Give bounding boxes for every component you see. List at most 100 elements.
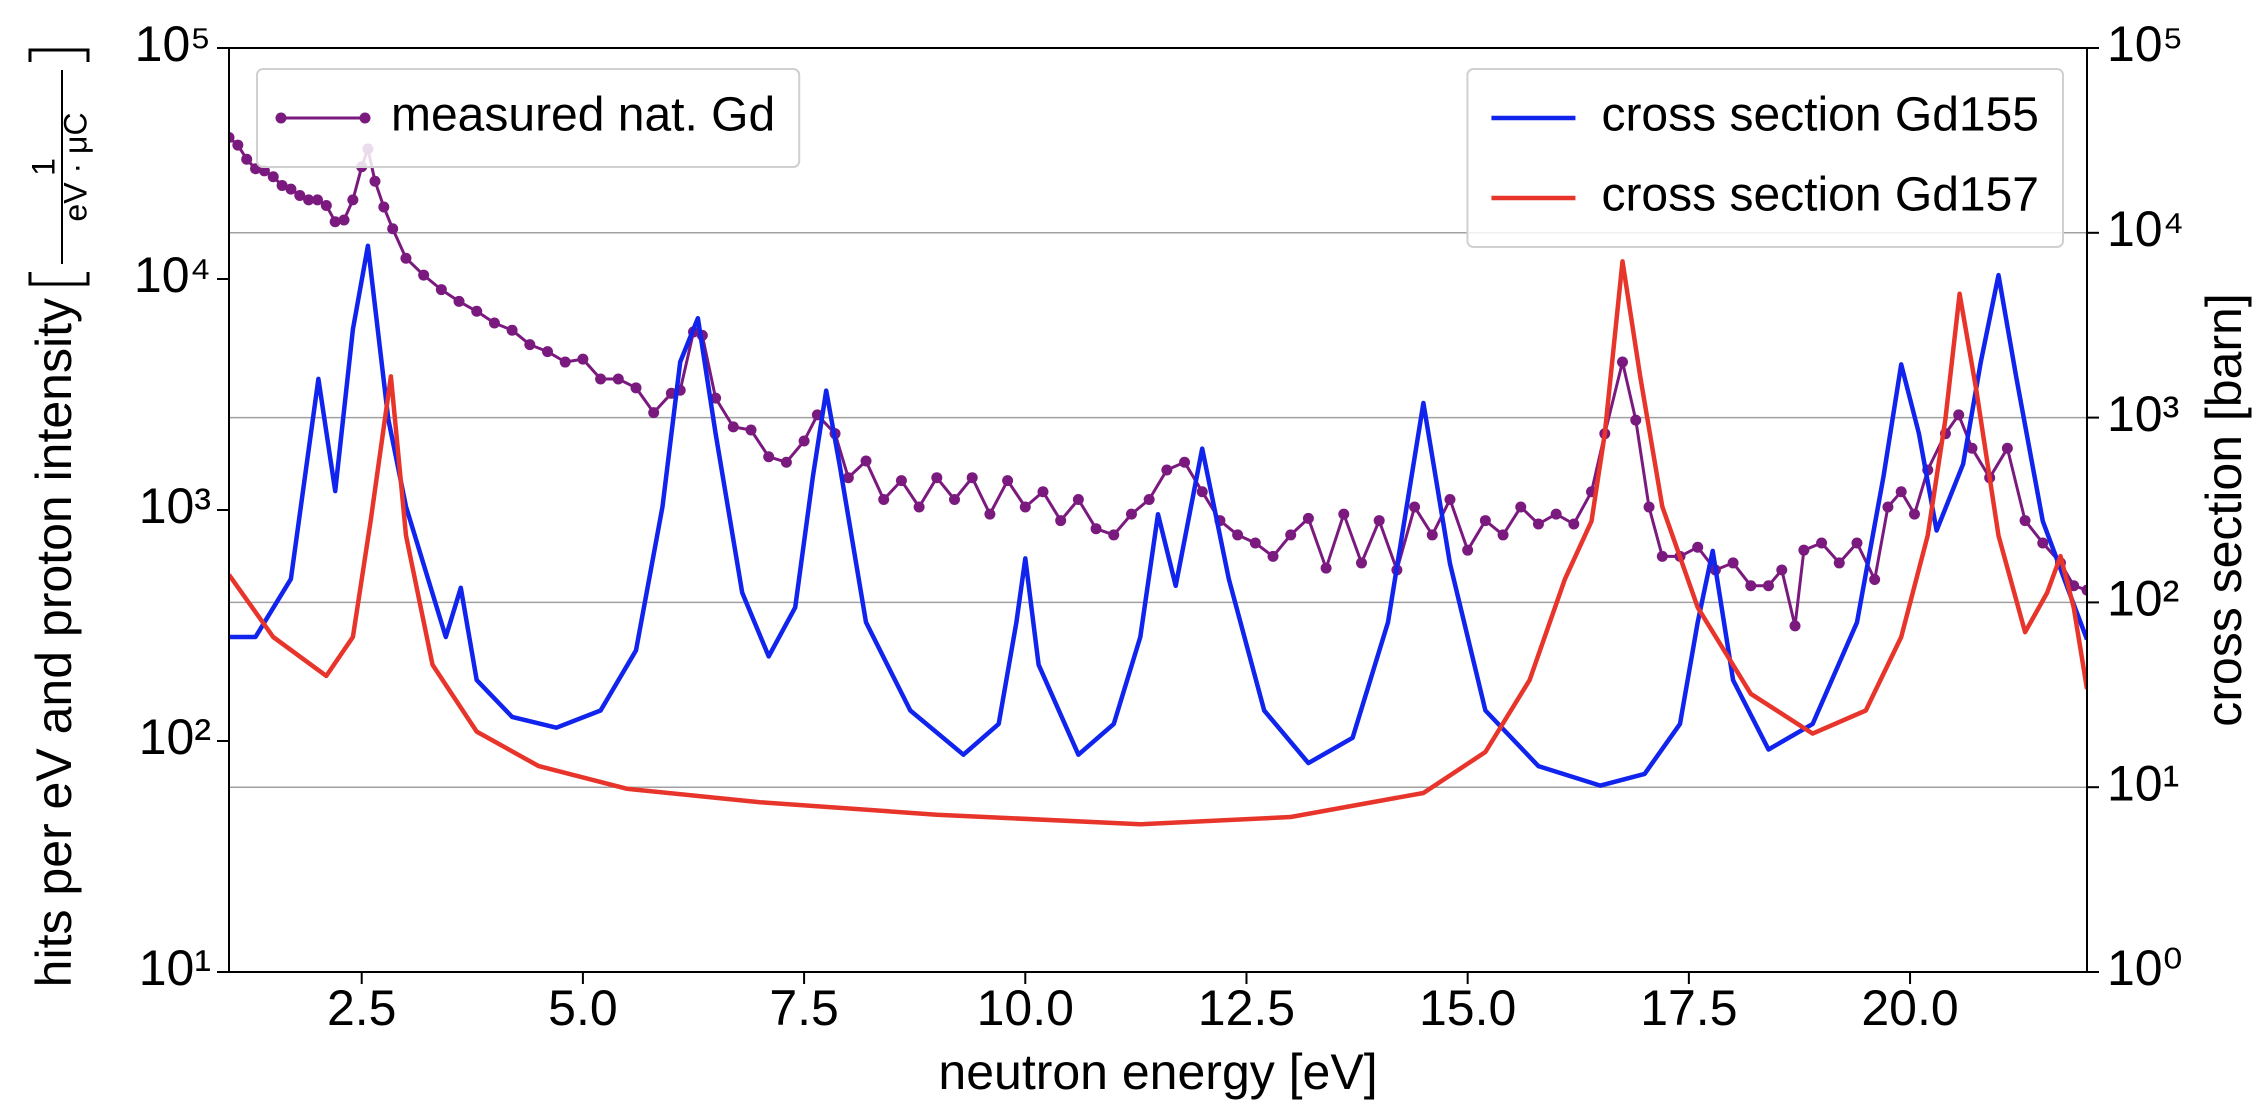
series-marker — [1409, 501, 1421, 513]
series-marker — [506, 324, 518, 336]
x-tick-label: 15.0 — [1419, 980, 1516, 1036]
series-marker — [1568, 518, 1580, 530]
y-tick-label: 10⁵ — [135, 16, 211, 72]
series-marker — [1895, 486, 1907, 498]
series-marker — [258, 165, 270, 177]
series-marker — [931, 472, 943, 484]
legend-label: cross section Gd157 — [1601, 169, 2039, 222]
series-marker — [387, 223, 399, 235]
series-marker — [1355, 557, 1367, 569]
series-marker — [418, 269, 430, 281]
legends: measured nat. Gd cross section Gd155cross… — [256, 68, 2064, 248]
series-marker — [378, 201, 390, 213]
series-marker — [595, 373, 607, 385]
series-marker — [1953, 409, 1965, 421]
series-marker — [1108, 529, 1120, 541]
plot-area — [229, 131, 2087, 827]
y2-tick-label: 10¹ — [2107, 755, 2179, 811]
series-marker — [1232, 529, 1244, 541]
y-tick-label: 10³ — [139, 478, 211, 534]
y-axis-label-group: hits per eV and proton intensity 1 eV · … — [25, 48, 93, 987]
x-tick-label: 2.5 — [327, 980, 397, 1036]
series-line — [229, 243, 2087, 788]
series-marker — [524, 339, 536, 351]
series-marker — [400, 252, 412, 264]
series-marker — [1550, 508, 1562, 520]
series-marker — [1643, 501, 1655, 513]
series-marker — [1302, 512, 1314, 524]
series-marker — [1630, 414, 1642, 426]
series-marker — [2081, 584, 2087, 596]
series-marker — [2019, 515, 2031, 527]
series-marker — [1882, 501, 1894, 513]
series-marker — [2001, 442, 2013, 454]
series-marker — [1798, 544, 1810, 556]
series-marker — [966, 472, 978, 484]
series-marker — [1338, 508, 1350, 520]
series-marker — [1617, 356, 1628, 368]
series-marker — [1090, 523, 1102, 535]
series-marker — [294, 189, 306, 201]
series-marker — [453, 295, 465, 307]
series-marker — [612, 373, 624, 385]
series-marker — [842, 472, 854, 484]
series-marker — [1002, 475, 1014, 487]
series-marker — [1161, 464, 1173, 476]
x-axis-label: neutron energy [eV] — [938, 1044, 1377, 1100]
x-tick-label: 10.0 — [977, 980, 1074, 1036]
series-marker — [1320, 562, 1332, 574]
series-marker — [276, 179, 288, 191]
series-marker — [1479, 515, 1491, 527]
y-axis-label: hits per eV and proton intensity — [26, 298, 82, 987]
series-marker — [488, 317, 500, 329]
series-marker — [1143, 494, 1155, 506]
series-marker — [745, 424, 757, 436]
series-marker — [1019, 501, 1031, 513]
series-marker — [949, 494, 961, 506]
series-marker — [1426, 529, 1438, 541]
series-marker — [1037, 486, 1049, 498]
legend-marker — [275, 112, 287, 124]
legend: measured nat. Gd — [256, 68, 801, 168]
series-line — [229, 259, 2087, 827]
series-marker — [1249, 537, 1261, 549]
series-marker — [1285, 529, 1297, 541]
series-marker — [329, 216, 341, 228]
y2-axis-label: cross section [barn] — [2196, 293, 2252, 727]
series-marker — [727, 421, 739, 433]
series-marker — [1072, 494, 1084, 506]
series-marker — [860, 455, 872, 467]
series-marker — [542, 346, 554, 358]
series-marker — [232, 139, 244, 151]
series-marker — [1789, 620, 1801, 632]
series-marker — [895, 475, 907, 487]
series-marker — [1532, 518, 1544, 530]
x-tick-label: 12.5 — [1198, 980, 1295, 1036]
series-marker — [1497, 529, 1509, 541]
series-marker — [1656, 550, 1668, 562]
bracket — [28, 272, 90, 286]
series-marker — [285, 183, 297, 195]
series-marker — [1966, 442, 1978, 454]
series-marker — [347, 194, 359, 206]
y-tick-label: 10¹ — [139, 940, 211, 996]
series-marker — [984, 508, 996, 520]
series-marker — [1373, 515, 1385, 527]
series-marker — [320, 200, 332, 212]
series-marker — [1908, 508, 1920, 520]
series-marker — [1833, 557, 1845, 569]
series-marker — [1745, 580, 1757, 592]
series-marker — [369, 175, 381, 187]
series-marker — [577, 353, 589, 365]
y-unit-numerator: 1 — [25, 158, 61, 176]
series-marker — [1179, 456, 1191, 468]
series-marker — [1869, 574, 1881, 586]
series-marker — [1776, 564, 1788, 576]
bracket — [28, 48, 90, 62]
x-tick-label: 17.5 — [1640, 980, 1737, 1036]
legend-box — [256, 68, 801, 168]
series-marker — [630, 382, 642, 394]
y-unit-denominator: eV · μC — [57, 112, 93, 221]
series-marker — [780, 456, 792, 468]
series-marker — [878, 494, 890, 506]
